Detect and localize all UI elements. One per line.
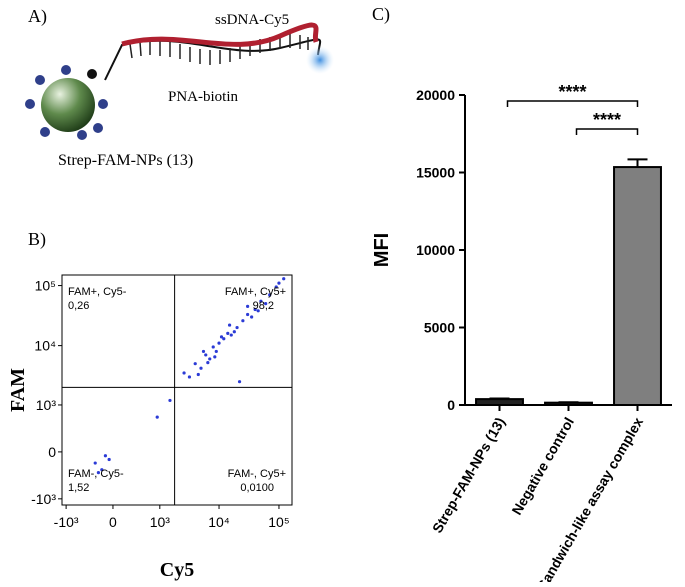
event-dot [94, 461, 97, 464]
event-dot [226, 332, 229, 335]
significance-label: **** [593, 110, 621, 130]
event-dot [228, 323, 231, 326]
event-dot [246, 313, 249, 316]
event-dot [197, 373, 200, 376]
event-dot [204, 353, 207, 356]
event-dot [168, 399, 171, 402]
cy5-dye [306, 46, 334, 74]
event-dot [199, 367, 202, 370]
event-dot [212, 345, 215, 348]
y-axis-label: FAM [7, 368, 29, 412]
quadrant-value: 0,0100 [240, 482, 274, 494]
event-dot [250, 315, 253, 318]
event-dot [246, 305, 249, 308]
pna-label: PNA-biotin [168, 89, 239, 105]
event-dot [104, 454, 107, 457]
event-dot [230, 333, 233, 336]
panel-label: A) [28, 6, 47, 27]
quadrant-value: 98,2 [253, 300, 274, 312]
y-tick-label: 10000 [416, 242, 455, 258]
x-tick-label: 10⁴ [208, 514, 230, 530]
event-dot [233, 330, 236, 333]
y-tick-label: 5000 [424, 320, 455, 336]
x-tick-label: -10³ [54, 514, 79, 530]
event-dot [108, 458, 111, 461]
x-tick-label: Strep-FAM-NPs (13) [429, 415, 508, 536]
y-tick-label: 10⁵ [35, 278, 56, 294]
bar-chart: 0 5000 10000 15000 20000 MFI Strep-FAM-NPs (13… [371, 82, 672, 582]
event-dot [202, 350, 205, 353]
error-bar [490, 398, 510, 399]
error-bar [628, 159, 648, 167]
y-tick-label: 0 [48, 444, 56, 460]
quadrant-value: 0,26 [68, 300, 89, 312]
event-dot [182, 371, 185, 374]
quadrant-value: 1,52 [68, 482, 89, 494]
x-tick-label: 0 [109, 514, 117, 530]
nanoparticle [41, 78, 95, 132]
biotin [87, 69, 97, 79]
quadrant-name: FAM-, Cy5+ [228, 468, 286, 480]
quadrant-name: FAM-, Cy5- [68, 468, 124, 480]
y-tick-label: 0 [447, 397, 455, 413]
event-dot [194, 362, 197, 365]
y-tick-label: 15000 [416, 165, 455, 181]
flow-plot: -10³ 0 10³ 10⁴ 10⁵ -10³ 0 10³ 10⁴ 10⁵ Cy5 FAM FAM+, … [7, 275, 292, 581]
quadrant-name: FAM+, Cy5+ [225, 286, 286, 298]
event-dot [156, 416, 159, 419]
panel-label: B) [28, 229, 46, 250]
event-dot [188, 375, 191, 378]
event-dot [215, 350, 218, 353]
y-tick-label: -10³ [31, 491, 56, 507]
significance-label: **** [558, 82, 586, 102]
event-dot [282, 277, 285, 280]
event-dot [208, 357, 211, 360]
y-tick-label: 10⁴ [34, 338, 56, 354]
y-tick-label: 10³ [36, 397, 57, 413]
y-axis-label: MFI [371, 233, 393, 267]
panel-label: C) [372, 4, 390, 25]
dna-label: ssDNA-Cy5 [215, 12, 289, 28]
event-dot [220, 335, 223, 338]
event-dot [206, 361, 209, 364]
np-label: Strep-FAM-NPs (13) [58, 152, 193, 169]
event-dot [277, 281, 280, 284]
x-axis-label: Cy5 [160, 559, 194, 581]
x-tick-label: 10⁵ [268, 514, 289, 530]
event-dot [241, 319, 244, 322]
bar [476, 399, 523, 405]
event-dot [213, 355, 216, 358]
diagram: ssDNA-Cy5 PNA-biotin Strep-FAM-NPs (13) [25, 12, 334, 169]
x-tick-label: 10³ [150, 514, 171, 530]
quadrant-name: FAM+, Cy5- [68, 286, 127, 298]
event-dot [217, 342, 220, 345]
y-tick-label: 20000 [416, 87, 455, 103]
event-dot [235, 326, 238, 329]
x-tick-label: Negative control [508, 415, 577, 518]
event-dot [238, 380, 241, 383]
bar [614, 167, 661, 405]
